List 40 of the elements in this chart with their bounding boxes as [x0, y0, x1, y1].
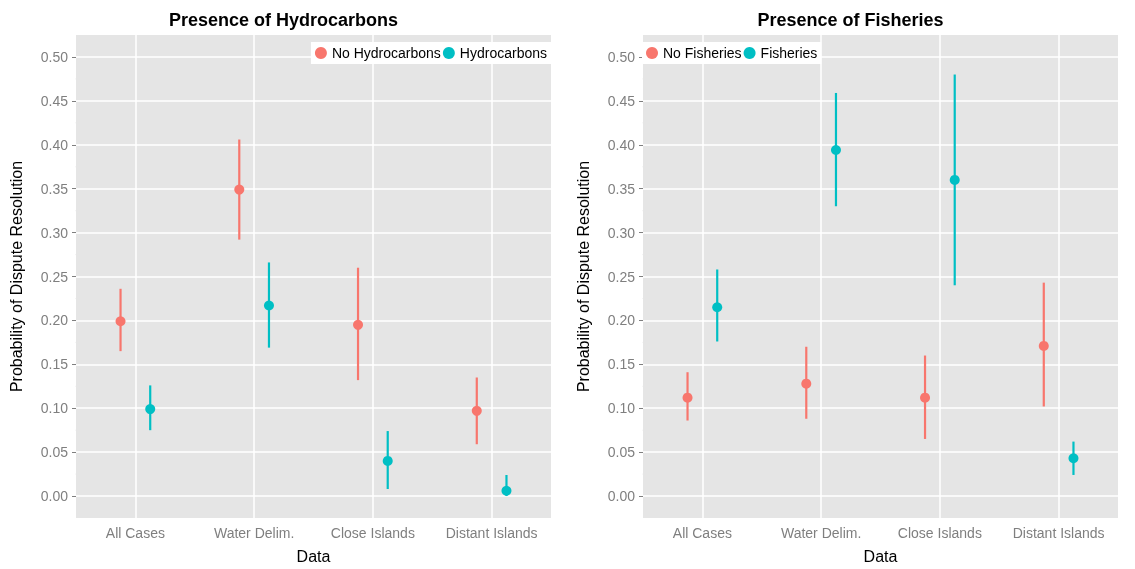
y-tick-label: 0.50 — [607, 48, 636, 65]
y-tick-label: 0.30 — [607, 224, 636, 241]
y-tick-label: 0.30 — [40, 224, 69, 241]
y-axis-title: Probability of Dispute Resolution — [574, 160, 592, 393]
y-tick-label: 0.05 — [607, 444, 636, 461]
y-tick-label: 0.50 — [40, 48, 69, 65]
x-tick-label: Water Delim. — [780, 525, 862, 541]
x-tick-label: Water Delim. — [213, 525, 295, 541]
x-axis-title: Data — [296, 547, 331, 565]
y-tick-label: 0.40 — [607, 136, 636, 153]
y-tick-label: 0.35 — [607, 180, 636, 197]
y-tick-label: 0.10 — [40, 400, 69, 417]
y-axis-title: Probability of Dispute Resolution — [7, 160, 25, 393]
legend-label: No Fisheries — [663, 45, 742, 61]
x-tick-label: All Cases — [672, 525, 732, 541]
y-tick-label: 0.10 — [607, 400, 636, 417]
y-tick-label: 0.15 — [40, 356, 69, 373]
legend-label: No Hydrocarbons — [331, 45, 441, 61]
x-tick-label: All Cases — [105, 525, 165, 541]
y-tick-label: 0.00 — [607, 488, 636, 505]
chart-title: Presence of Hydrocarbons — [168, 10, 399, 30]
y-tick-label: 0.25 — [40, 268, 69, 285]
y-tick-label: 0.35 — [40, 180, 69, 197]
x-tick-label: Close Islands — [897, 525, 982, 541]
legend-label: Hydrocarbons — [459, 45, 547, 61]
y-tick-label: 0.05 — [40, 444, 69, 461]
y-tick-label: 0.45 — [607, 92, 636, 109]
y-tick-label: 0.25 — [607, 268, 636, 285]
x-tick-label: Close Islands — [330, 525, 415, 541]
y-tick-label: 0.45 — [40, 92, 69, 109]
y-tick-label: 0.20 — [40, 312, 69, 329]
y-tick-label: 0.20 — [607, 312, 636, 329]
x-tick-label: Distant Islands — [445, 525, 538, 541]
y-tick-label: 0.40 — [40, 136, 69, 153]
y-tick-label: 0.15 — [607, 356, 636, 373]
y-tick-label: 0.00 — [40, 488, 69, 505]
x-axis-title: Data — [863, 547, 898, 565]
x-tick-label: Distant Islands — [1012, 525, 1105, 541]
chart-title: Presence of Fisheries — [757, 10, 944, 30]
legend-label: Fisheries — [760, 45, 818, 61]
